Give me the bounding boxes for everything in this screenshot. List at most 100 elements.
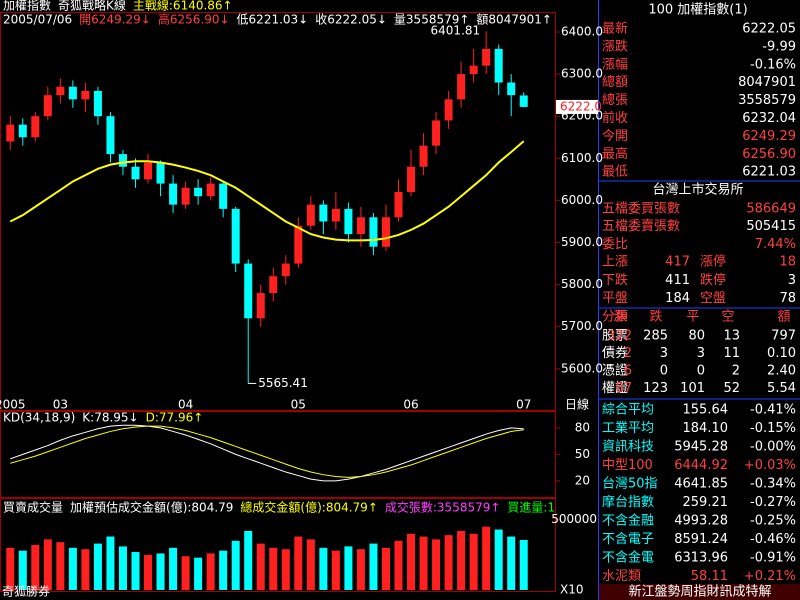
y-tick-label: 5600.0: [561, 361, 603, 375]
quote-label: 前收: [602, 110, 628, 126]
volume-bar: [56, 542, 65, 590]
volume-bar: [194, 557, 203, 590]
order-label: 五檔委買張數: [602, 202, 680, 217]
order-value: 7.44%: [755, 237, 796, 252]
quote-value: 3558579: [738, 93, 796, 108]
x-tick-label: 2005: [0, 398, 26, 412]
quote-value: 6232.04: [742, 111, 796, 126]
volume-bar: [432, 539, 441, 590]
quote-value: 6222.05: [742, 22, 796, 37]
breadth-label: 上漲: [602, 255, 628, 270]
x-tick-label: 06: [403, 398, 418, 412]
kd-legend: K:78.95↓: [82, 411, 138, 425]
table-header: 平: [686, 310, 699, 325]
candle-body: [331, 208, 340, 222]
x-tick-label: 03: [53, 398, 68, 412]
unit-label: X10: [560, 583, 584, 597]
candle-body: [469, 65, 478, 75]
volume-legend: 成交張數:3558579↑: [385, 500, 501, 515]
quote-label: 總額: [602, 74, 628, 90]
candle-body: [156, 162, 165, 184]
header-item: 高6256.90↓: [158, 12, 230, 27]
high-label: 6401.81: [431, 24, 481, 38]
volume-bar: [18, 550, 27, 590]
table-header: 空: [721, 310, 734, 325]
table-label: 權證: [602, 380, 628, 396]
volume-bar: [43, 539, 52, 590]
quote-value: 8047901: [738, 75, 796, 90]
header-item: 2005/07/06: [3, 13, 72, 27]
quote-value: 6256.90: [742, 147, 796, 162]
index-value: 58.11: [691, 569, 728, 584]
y-tick-label: 5900.0: [561, 235, 603, 249]
index-change: -0.34%: [750, 477, 796, 492]
index-value: 6313.96: [674, 551, 728, 566]
index-value: 155.64: [683, 403, 729, 418]
candle-body: [56, 86, 65, 96]
table-cell: 322: [607, 329, 632, 344]
candle-body: [106, 116, 115, 155]
line: [10, 425, 524, 478]
volume-bar: [144, 554, 153, 590]
index-change: -0.46%: [750, 532, 796, 547]
table-cell: 87: [615, 381, 632, 396]
breadth-label: 下跌: [602, 272, 628, 288]
ticker: 新江盤勢周指財訊成特解: [628, 584, 771, 600]
y-tick-label: 50: [575, 447, 590, 461]
index-label: 綜合平均: [602, 403, 654, 418]
order-value: 505415: [746, 219, 796, 234]
volume-bar: [457, 530, 466, 590]
candle-body: [444, 99, 453, 121]
breadth-label: 漲停: [700, 254, 726, 270]
y-tick-label: 80: [575, 420, 590, 434]
index-label: 不含金電: [602, 550, 654, 566]
candle-body: [344, 208, 353, 235]
index-value: 6444.92: [674, 458, 728, 473]
quote-label: 總張: [602, 92, 628, 108]
candle-body: [419, 145, 428, 167]
volume-bar: [482, 526, 491, 590]
low-label: 5565.41: [258, 376, 308, 390]
index-label: 中型100: [602, 458, 653, 473]
volume-bar: [494, 529, 503, 590]
quote-value: -0.16%: [750, 57, 796, 72]
table-header: 分類: [602, 310, 628, 325]
table-header: 漲: [613, 310, 626, 325]
header-item: 開6249.29↓: [79, 13, 151, 27]
candle-body: [18, 124, 27, 138]
quote-title: 100 加權指數(1): [648, 3, 747, 18]
order-label: 五檔委賣張數: [602, 219, 680, 234]
volume-bar: [68, 547, 77, 590]
volume-bar: [306, 539, 315, 590]
index-value: 8591.24: [674, 532, 728, 547]
volume-bar: [356, 549, 365, 590]
header-item: 加權指數: [3, 0, 51, 13]
table-header: 額: [777, 310, 790, 325]
candle-body: [482, 48, 491, 66]
candle-body: [294, 225, 303, 264]
y-tick-label: 5700.0: [561, 319, 603, 333]
volume-bar: [231, 540, 240, 590]
volume-bar: [469, 533, 478, 590]
index-label: 摩台指數: [602, 494, 654, 510]
volume-bar: [407, 533, 416, 590]
volume-bar: [369, 543, 378, 590]
index-value: 184.10: [683, 421, 729, 436]
table-cell: 13: [723, 329, 740, 344]
index-value: 4641.85: [674, 477, 728, 492]
table-label: 債券: [602, 345, 628, 361]
header-item: 奇狐戰略K線: [58, 0, 126, 13]
candle-body: [394, 192, 403, 218]
volume-bar: [181, 556, 190, 590]
header-item: 額8047901↑: [476, 13, 552, 27]
table-cell: 3: [660, 346, 668, 361]
volume-legend: 買賣成交量: [3, 500, 63, 515]
volume-bar: [169, 547, 178, 590]
breadth-label: 跌停: [700, 272, 726, 288]
header-item: 量3558579↑: [394, 13, 470, 27]
line: [9, 140, 525, 242]
header-item: 收6222.05↓: [315, 13, 387, 27]
volume-bar: [394, 540, 403, 590]
candle-body: [93, 90, 102, 117]
